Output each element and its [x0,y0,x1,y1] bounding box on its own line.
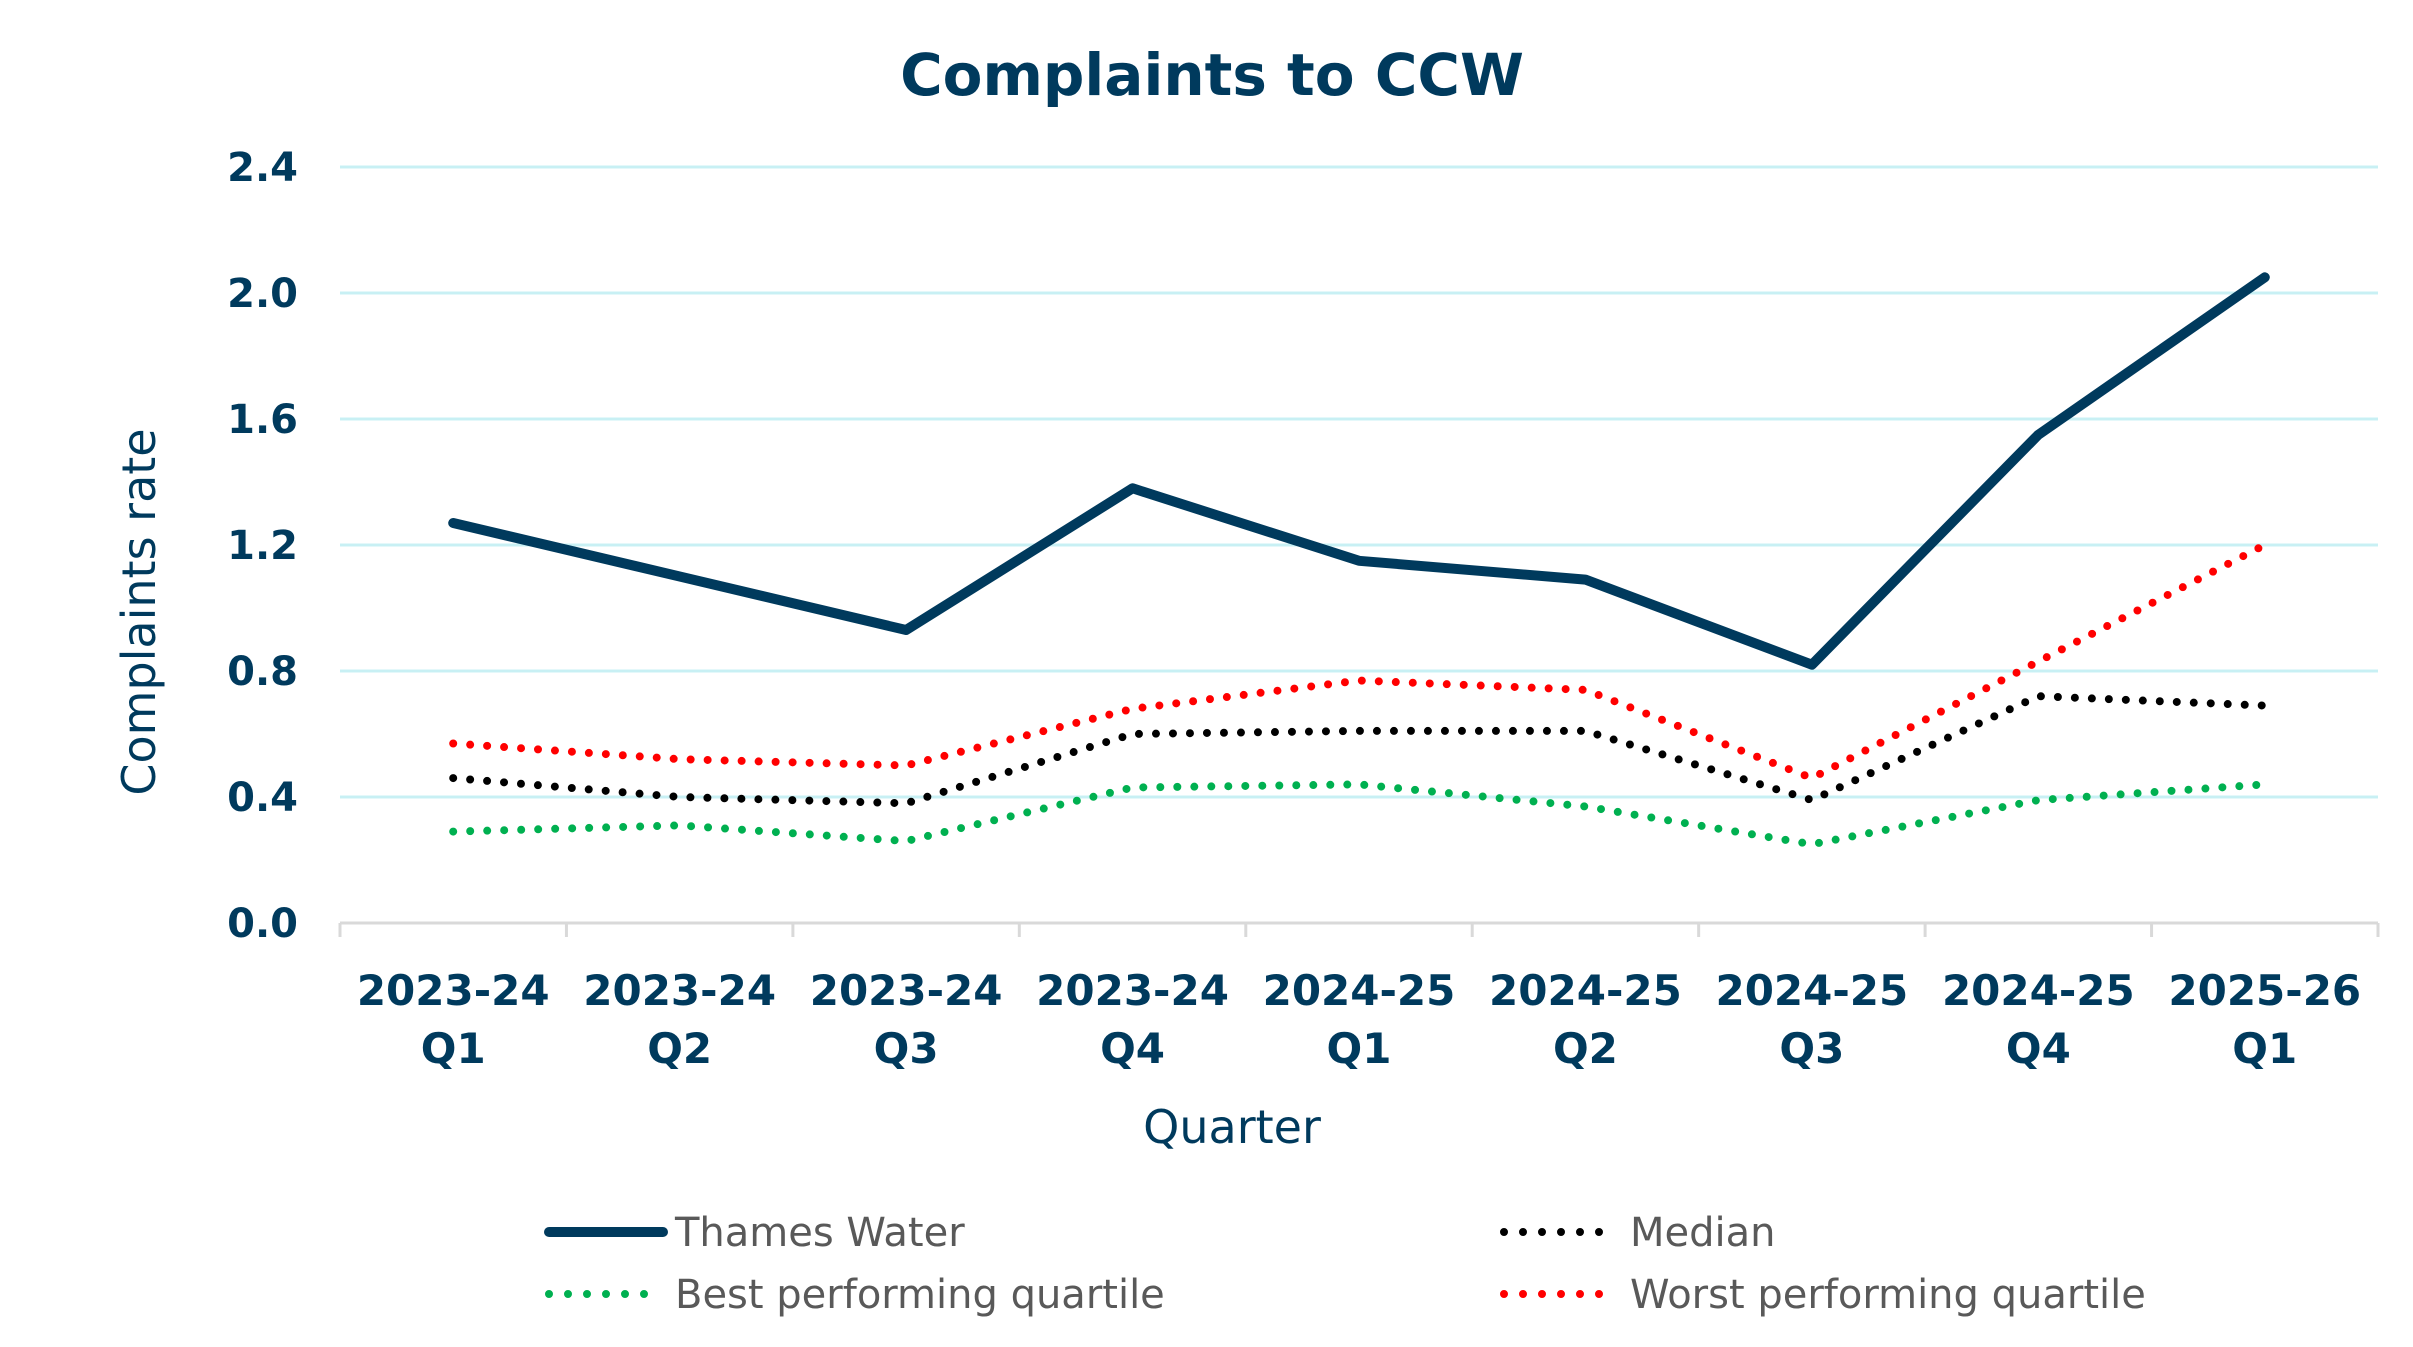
y-tick-label: 1.2 [227,523,298,569]
y-tick-label: 0.8 [227,649,298,695]
chart-title: Complaints to CCW [900,41,1524,109]
series-line-thames-water [448,272,2270,670]
legend-label: Best performing quartile [675,1272,1165,1318]
legend-label: Median [1630,1210,1776,1256]
x-axis [338,921,2380,937]
x-tick-label: 2025-26 Q1 [2168,966,2361,1073]
y-tick-label: 0.0 [227,901,298,947]
legend-label: Thames Water [674,1210,965,1256]
y-tick-label: 2.0 [227,271,298,317]
y-axis-ticks: 0.0 0.4 0.8 1.2 1.6 2.0 2.4 [227,145,298,947]
x-axis-label: Quarter [1143,1100,1321,1154]
legend-item-best-performing-quartile: Best performing quartile [545,1272,1165,1318]
y-axis-label: Complaints rate [112,428,166,795]
x-tick-label: 2023-24 Q2 [583,966,776,1073]
legend-item-worst-performing-quartile: Worst performing quartile [1500,1272,2146,1318]
gridlines [340,165,2378,799]
series-line-best-performing-quartile [449,780,2269,849]
x-tick-label: 2024-25 Q3 [1715,966,1908,1073]
x-tick-label: 2023-24 Q1 [357,966,550,1073]
x-axis-ticks: 2023-24 Q1 2023-24 Q2 2023-24 Q3 2023-24 Q4 2024… [357,966,2361,1073]
x-tick-label: 2024-25 Q4 [1942,966,2135,1073]
x-tick-label: 2024-25 Q1 [1263,966,1456,1073]
series-line-median [449,692,2269,808]
y-tick-label: 1.6 [227,397,298,443]
y-tick-label: 2.4 [227,145,298,191]
series-lines [448,272,2270,849]
legend: Thames Water Median Best performing quarti… [544,1210,2146,1318]
y-tick-label: 0.4 [227,775,298,821]
x-tick-label: 2023-24 Q4 [1036,966,1229,1073]
x-tick-label: 2024-25 Q2 [1489,966,1682,1073]
legend-item-median: Median [1500,1210,1776,1256]
series-line-worst-performing-quartile [449,541,2269,783]
x-tick-label: 2023-24 Q3 [810,966,1003,1073]
legend-item-thames-water: Thames Water [544,1210,965,1256]
legend-label: Worst performing quartile [1630,1272,2146,1318]
